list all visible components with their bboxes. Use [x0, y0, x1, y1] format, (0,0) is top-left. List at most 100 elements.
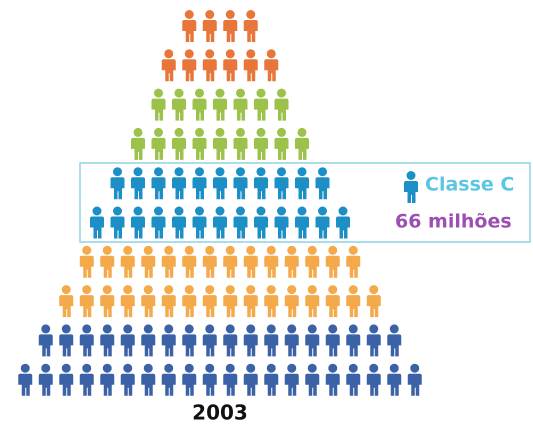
icon-head — [102, 324, 112, 334]
icon-head — [184, 245, 194, 255]
person-icon — [141, 285, 156, 318]
person-icon — [192, 88, 207, 121]
person-icon — [79, 245, 94, 278]
person-icon — [305, 363, 320, 396]
person-icon — [120, 363, 135, 396]
icon-body — [202, 295, 217, 318]
icon-head — [287, 363, 297, 373]
icon-body — [182, 295, 197, 318]
icon-head — [318, 167, 327, 177]
icon-head — [154, 88, 163, 98]
person-icon — [213, 127, 227, 160]
person-icon — [223, 324, 238, 357]
person-icon — [233, 88, 248, 121]
icon-head — [348, 363, 358, 373]
person-icon — [192, 206, 207, 239]
icon-body — [264, 295, 279, 318]
person-icon — [182, 245, 197, 278]
icon-body — [192, 216, 207, 239]
icon-body — [120, 255, 135, 278]
icon-body — [213, 98, 227, 121]
icon-body — [274, 98, 289, 121]
person-icon — [325, 363, 340, 396]
icon-head — [215, 88, 225, 98]
icon-body — [264, 59, 279, 82]
icon-body — [325, 373, 340, 396]
person-icon — [182, 49, 197, 82]
icon-head — [61, 285, 71, 295]
icon-body — [284, 295, 299, 318]
icon-head — [143, 245, 153, 255]
icon-row — [161, 49, 279, 82]
icon-head — [410, 363, 420, 373]
person-icon — [295, 167, 309, 200]
person-icon — [131, 206, 145, 239]
icon-body — [233, 216, 248, 239]
icon-body — [387, 334, 402, 357]
person-icon — [79, 363, 94, 396]
icon-body — [182, 59, 197, 82]
icon-head — [61, 324, 71, 334]
icon-row — [90, 206, 350, 239]
icon-body — [254, 216, 268, 239]
icon-head — [328, 285, 338, 295]
icon-head — [205, 363, 215, 373]
person-icon — [254, 127, 268, 160]
icon-body — [79, 373, 94, 396]
icon-head — [102, 285, 112, 295]
person-icon — [264, 324, 279, 357]
icon-body — [223, 255, 238, 278]
person-icon — [274, 88, 289, 121]
icon-body — [223, 20, 238, 42]
person-icon — [79, 324, 94, 357]
person-icon — [346, 285, 361, 318]
person-icon — [151, 167, 166, 200]
icon-body — [131, 137, 145, 160]
icon-head — [195, 127, 204, 137]
person-icon — [213, 206, 227, 239]
icon-body — [274, 177, 289, 200]
icon-head — [102, 363, 112, 373]
icon-body — [315, 177, 330, 200]
icon-head — [195, 167, 204, 177]
person-icon — [182, 10, 197, 42]
icon-head — [307, 285, 317, 295]
person-icon — [120, 245, 135, 278]
icon-head — [225, 10, 235, 19]
person-icon — [161, 49, 176, 82]
icon-head — [184, 363, 194, 373]
person-icon — [305, 245, 320, 278]
icon-body — [141, 295, 156, 318]
icon-head — [164, 363, 174, 373]
icon-body — [120, 334, 135, 357]
icon-body — [233, 177, 248, 200]
icon-body — [295, 216, 309, 239]
highlight-box — [79, 162, 531, 243]
icon-body — [202, 334, 217, 357]
icon-head — [246, 49, 256, 59]
icon-body — [325, 255, 340, 278]
person-icon — [110, 206, 125, 239]
person-icon — [274, 167, 289, 200]
person-icon — [264, 363, 279, 396]
person-icon — [264, 245, 279, 278]
icon-body — [264, 373, 279, 396]
icon-head — [143, 285, 153, 295]
person-icon — [254, 167, 268, 200]
icon-head — [133, 206, 143, 216]
icon-head — [256, 127, 266, 137]
icon-head — [102, 245, 112, 255]
person-icon — [284, 324, 299, 357]
icon-body — [79, 295, 94, 318]
icon-head — [225, 324, 235, 334]
icon-head — [225, 285, 235, 295]
icon-head — [369, 363, 379, 373]
person-icon — [274, 206, 289, 239]
icon-body — [161, 59, 176, 82]
icon-head — [307, 363, 317, 373]
icon-head — [215, 127, 225, 137]
icon-body — [182, 20, 197, 42]
person-icon — [223, 49, 238, 82]
icon-head — [154, 127, 163, 137]
icon-body — [110, 177, 125, 200]
